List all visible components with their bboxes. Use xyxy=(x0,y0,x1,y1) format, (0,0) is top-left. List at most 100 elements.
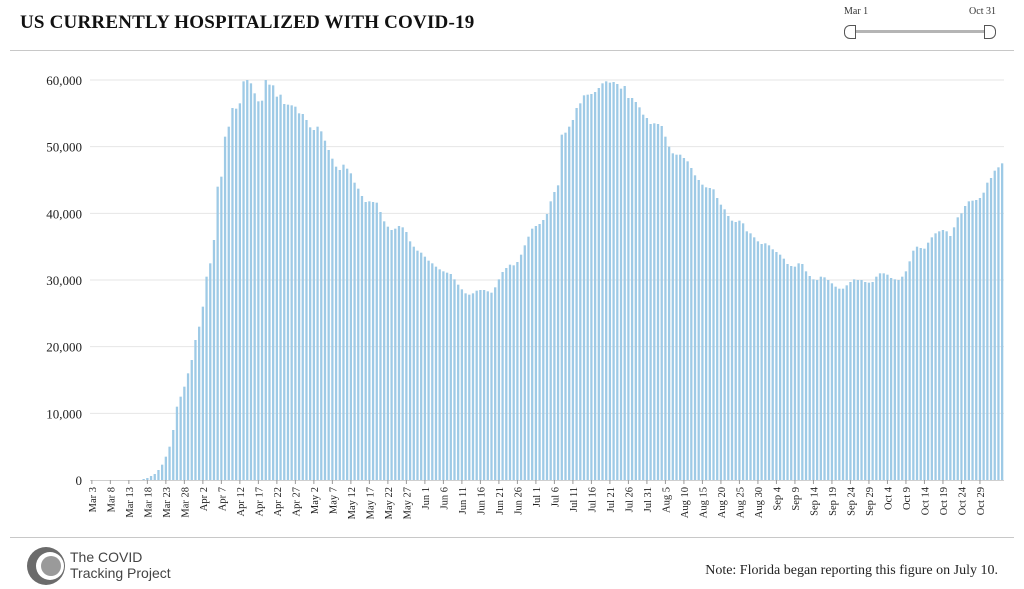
bar[interactable] xyxy=(375,202,378,481)
bar[interactable] xyxy=(749,233,752,480)
bar[interactable] xyxy=(938,231,941,480)
bar[interactable] xyxy=(897,280,900,480)
bar[interactable] xyxy=(819,276,822,480)
bar[interactable] xyxy=(342,164,345,481)
bar[interactable] xyxy=(390,230,393,480)
bar[interactable] xyxy=(198,326,201,480)
bar[interactable] xyxy=(912,250,915,480)
bar[interactable] xyxy=(708,188,711,480)
bar[interactable] xyxy=(597,88,600,480)
bar[interactable] xyxy=(686,161,689,480)
slider-start-handle[interactable] xyxy=(844,25,856,39)
bar[interactable] xyxy=(893,279,896,480)
bar[interactable] xyxy=(675,154,678,481)
bar[interactable] xyxy=(753,237,756,480)
bar[interactable] xyxy=(767,245,771,480)
bar[interactable] xyxy=(849,282,852,480)
bar[interactable] xyxy=(682,158,686,480)
bar[interactable] xyxy=(468,294,471,480)
bar[interactable] xyxy=(283,104,286,480)
bar[interactable] xyxy=(161,464,164,480)
bar[interactable] xyxy=(653,123,656,480)
bar[interactable] xyxy=(323,140,327,481)
bar[interactable] xyxy=(220,176,223,481)
bar[interactable] xyxy=(494,287,497,480)
bar[interactable] xyxy=(519,254,523,480)
bar[interactable] xyxy=(630,98,634,480)
bar[interactable] xyxy=(464,293,467,480)
bar[interactable] xyxy=(364,202,367,480)
bar[interactable] xyxy=(745,231,748,480)
bar[interactable] xyxy=(960,213,963,480)
bar[interactable] xyxy=(194,340,197,480)
bar[interactable] xyxy=(619,88,623,481)
bar[interactable] xyxy=(586,94,589,481)
bar[interactable] xyxy=(575,108,578,480)
bar[interactable] xyxy=(260,100,264,481)
bar[interactable] xyxy=(993,170,996,481)
bar[interactable] xyxy=(926,242,930,480)
bar[interactable] xyxy=(712,189,715,480)
bar[interactable] xyxy=(989,178,993,480)
bar[interactable] xyxy=(790,266,793,480)
bar[interactable] xyxy=(908,261,911,480)
bar[interactable] xyxy=(964,206,967,480)
bar[interactable] xyxy=(915,246,919,480)
bar[interactable] xyxy=(475,290,478,480)
bar[interactable] xyxy=(545,214,549,480)
bar[interactable] xyxy=(553,192,556,480)
bar[interactable] xyxy=(867,282,871,480)
bar[interactable] xyxy=(949,236,952,480)
bar[interactable] xyxy=(227,126,230,481)
bar[interactable] xyxy=(875,276,878,480)
bar[interactable] xyxy=(405,232,408,480)
bar[interactable] xyxy=(357,188,360,481)
date-range-slider[interactable]: Mar 1 Oct 31 xyxy=(842,6,1000,40)
bar[interactable] xyxy=(582,95,586,480)
bar[interactable] xyxy=(238,103,242,480)
bar[interactable] xyxy=(882,273,885,480)
bar[interactable] xyxy=(272,85,275,480)
bar[interactable] xyxy=(497,279,501,480)
bar[interactable] xyxy=(564,132,567,481)
bar[interactable] xyxy=(490,292,493,480)
slider-track[interactable] xyxy=(850,30,990,33)
bar[interactable] xyxy=(438,269,441,480)
bar[interactable] xyxy=(975,200,978,480)
bar[interactable] xyxy=(697,180,700,480)
bar[interactable] xyxy=(978,198,982,480)
bar[interactable] xyxy=(827,280,830,480)
bar[interactable] xyxy=(801,264,804,480)
bar[interactable] xyxy=(612,82,615,480)
bar[interactable] xyxy=(542,220,545,480)
bar[interactable] xyxy=(616,84,619,480)
bar[interactable] xyxy=(253,93,256,480)
bar[interactable] xyxy=(242,81,245,480)
bar[interactable] xyxy=(667,146,671,481)
bar[interactable] xyxy=(471,293,475,480)
bar[interactable] xyxy=(997,167,1000,480)
bar[interactable] xyxy=(179,396,182,480)
bar[interactable] xyxy=(353,182,356,481)
bar[interactable] xyxy=(457,284,460,480)
bar[interactable] xyxy=(231,108,234,480)
bar[interactable] xyxy=(579,103,582,480)
bar[interactable] xyxy=(656,124,660,480)
bar[interactable] xyxy=(349,173,353,480)
bar[interactable] xyxy=(941,230,945,480)
bar[interactable] xyxy=(216,186,219,481)
bar[interactable] xyxy=(408,241,412,480)
bar[interactable] xyxy=(775,252,778,480)
bar[interactable] xyxy=(690,168,693,480)
bar[interactable] xyxy=(235,108,238,481)
bar[interactable] xyxy=(812,279,815,480)
bar[interactable] xyxy=(379,212,382,480)
bar[interactable] xyxy=(860,280,863,480)
bar[interactable] xyxy=(590,94,593,480)
bar[interactable] xyxy=(531,228,534,480)
bar[interactable] xyxy=(571,120,575,480)
bar[interactable] xyxy=(634,102,637,480)
bar[interactable] xyxy=(264,80,267,480)
bar[interactable] xyxy=(445,272,449,480)
bar[interactable] xyxy=(986,182,989,481)
